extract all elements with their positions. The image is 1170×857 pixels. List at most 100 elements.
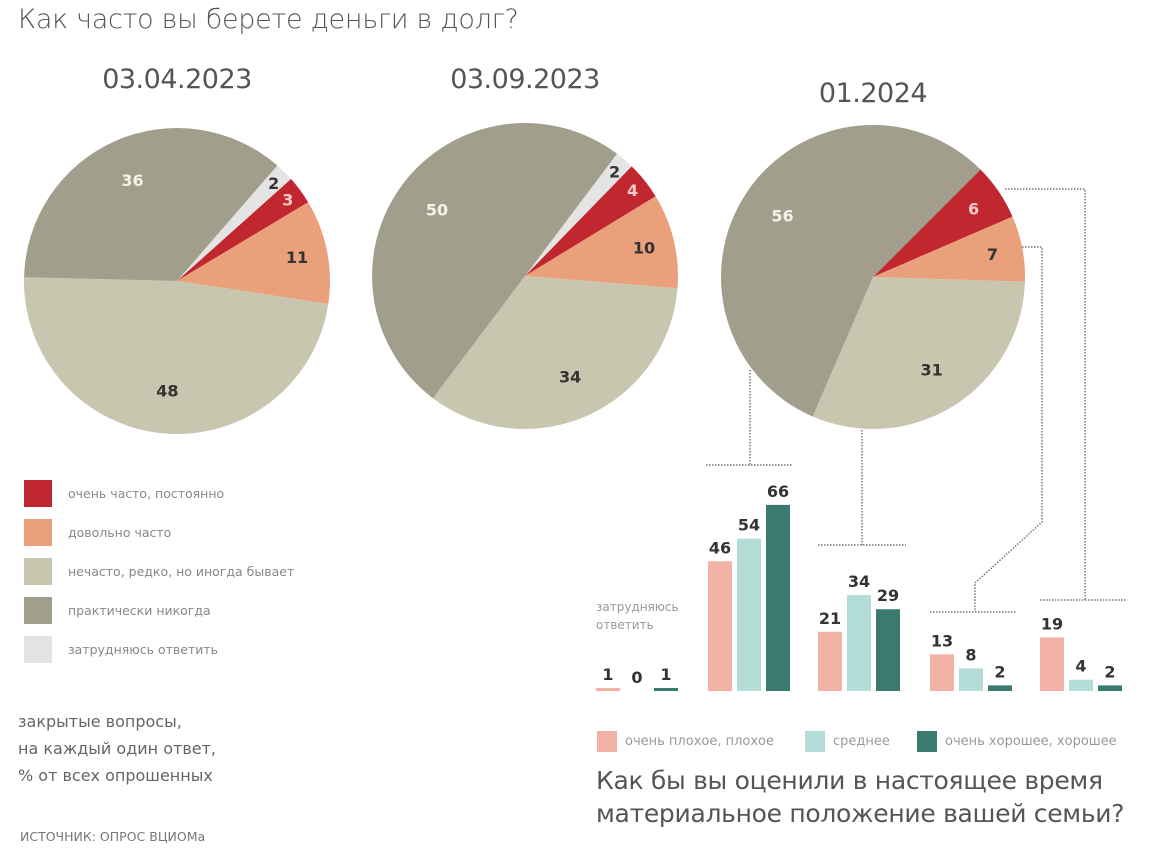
- legend-item: очень часто, постоянно: [24, 480, 224, 507]
- legend-item: довольно часто: [24, 519, 171, 546]
- bar: [988, 685, 1012, 691]
- pie-slice: [812, 277, 1025, 429]
- pie-data-label: 6: [968, 200, 979, 219]
- legend-label: довольно часто: [68, 525, 172, 540]
- legend-swatch: [24, 558, 52, 585]
- bar: [959, 668, 983, 691]
- question-line: материальное положение вашей семьи?: [596, 799, 1125, 828]
- pie-slice: [23, 277, 329, 434]
- pie-slice: [873, 216, 1025, 282]
- pie-slice: [525, 166, 656, 276]
- bar-data-label: 8: [965, 645, 976, 664]
- bar: [1069, 679, 1093, 691]
- bar-legend-item: среднее: [805, 731, 890, 752]
- connector-line: [706, 370, 793, 466]
- pie-date-1: 03.04.2023: [102, 64, 252, 95]
- legend-swatch: [597, 731, 617, 752]
- method-note: закрытые вопросы, на каждый один ответ, …: [18, 708, 216, 789]
- bar: [766, 504, 790, 691]
- pie-slice: [177, 202, 331, 304]
- bar-data-label: 1: [660, 665, 671, 684]
- question-line: Как бы вы оценили в настоящее время: [596, 766, 1103, 795]
- pie-slice: [177, 179, 309, 281]
- bar-data-label: 0: [631, 668, 642, 687]
- legend-swatch: [24, 636, 52, 663]
- pie-slice: [24, 127, 278, 281]
- bar-legend-item: очень хорошее, хорошее: [917, 731, 1117, 752]
- pie-data-label: 3: [282, 190, 293, 209]
- pie-slice: [525, 153, 632, 276]
- source-note: ИСТОЧНИК: ОПРОС ВЦИОМа: [20, 829, 206, 844]
- pie-data-label: 10: [633, 239, 655, 258]
- bar-data-label: 54: [738, 516, 760, 535]
- bar-legend-item: очень плохое, плохое: [597, 731, 774, 752]
- connector-line: [1005, 188, 1127, 601]
- bar-data-label: 34: [848, 572, 870, 591]
- pie-data-label: 2: [268, 174, 279, 193]
- pie-slice: [720, 124, 981, 417]
- bar: [818, 631, 842, 691]
- legend-item: затрудняюсь ответить: [24, 636, 218, 663]
- legend-item: нечасто, редко, но иногда бывает: [24, 558, 294, 585]
- pie-data-label: 2: [609, 162, 620, 181]
- bar-data-label: 2: [1104, 662, 1115, 681]
- legend-label: очень хорошее, хорошее: [945, 734, 1117, 749]
- connector-line: [818, 430, 906, 546]
- legend-label: практически никогда: [68, 603, 211, 618]
- legend-label: очень часто, постоянно: [68, 486, 225, 501]
- legend-swatch: [24, 480, 52, 507]
- pie-slice: [372, 123, 618, 399]
- pie-data-label: 31: [921, 360, 943, 379]
- pie-slice: [873, 169, 1013, 277]
- legend-item: практически никогда: [24, 597, 211, 624]
- pie-date-2: 03.09.2023: [450, 64, 600, 95]
- bar: [1040, 637, 1064, 691]
- legend-swatch: [805, 731, 825, 752]
- pie-data-label: 11: [286, 248, 308, 267]
- bar: [654, 688, 678, 691]
- bar: [847, 595, 871, 691]
- pie-slice: [525, 196, 678, 289]
- bar: [708, 561, 732, 691]
- bar-data-label: 13: [931, 631, 953, 650]
- pie-data-label: 4: [627, 181, 638, 200]
- bar-data-label: 19: [1041, 614, 1063, 633]
- legend-swatch: [24, 597, 52, 624]
- pie-slice: [432, 276, 678, 429]
- pie-data-label: 56: [771, 206, 793, 225]
- legend-label: очень плохое, плохое: [625, 734, 775, 749]
- bar-chart-question: Как бы вы оценили в настоящее время мате…: [596, 764, 1125, 830]
- bar-data-label: 1: [602, 665, 613, 684]
- bar: [1098, 685, 1122, 691]
- bar-data-label: 66: [767, 482, 789, 501]
- bar: [737, 538, 761, 691]
- pie-data-label: 50: [426, 201, 448, 220]
- note-line: закрытые вопросы,: [18, 712, 182, 731]
- bar-data-label: 29: [877, 586, 899, 605]
- bar: [930, 654, 954, 691]
- connector-line: [930, 246, 1043, 613]
- note-line: на каждый один ответ,: [18, 739, 216, 758]
- bar-data-label: 21: [819, 609, 841, 628]
- legend-label: нечасто, редко, но иногда бывает: [68, 564, 295, 579]
- bar: [596, 688, 620, 691]
- bar: [876, 609, 900, 691]
- bar-data-label: 2: [994, 662, 1005, 681]
- bar-group-label-line: ответить: [596, 618, 654, 632]
- pie-data-label: 36: [121, 171, 143, 190]
- legend-label: среднее: [833, 734, 890, 749]
- note-line: % от всех опрошенных: [18, 766, 213, 785]
- bar-data-label: 46: [709, 538, 731, 557]
- pie-date-3: 01.2024: [818, 78, 928, 109]
- pie-data-label: 7: [987, 245, 998, 264]
- legend-swatch: [917, 731, 937, 752]
- legend-swatch: [24, 519, 52, 546]
- legend-label: затрудняюсь ответить: [68, 642, 219, 657]
- bar-group-label: затрудняюсь ответить: [596, 598, 679, 634]
- bar-group-label-line: затрудняюсь: [596, 600, 679, 614]
- bar-data-label: 4: [1075, 657, 1086, 676]
- pie-data-label: 34: [559, 367, 581, 386]
- page-title: Как часто вы берете деньги в долг?: [18, 4, 519, 35]
